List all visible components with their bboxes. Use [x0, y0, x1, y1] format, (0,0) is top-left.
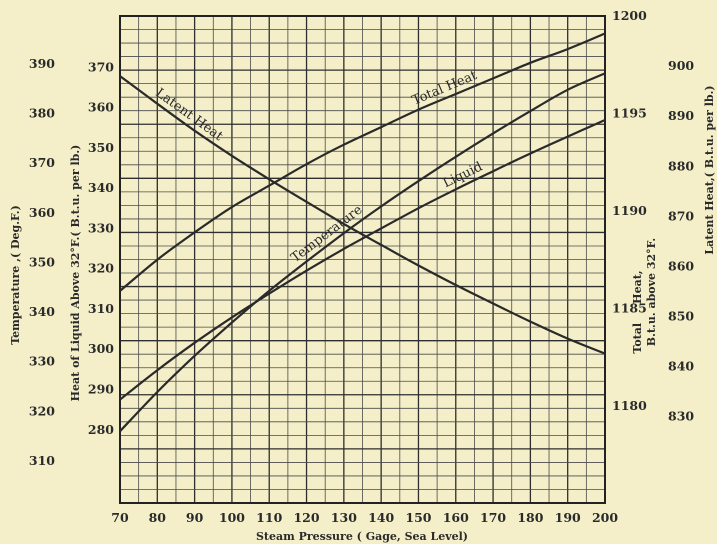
latent-heat-tick-label: 870	[668, 208, 694, 223]
x-tick-labels: 70 80 90 100 110 120 130 140 150 160 170 180 190 200	[111, 510, 618, 525]
temperature-curve	[119, 72, 606, 432]
latent-heat-tick-label: 860	[668, 258, 694, 273]
x-tick-label: 170	[480, 510, 506, 525]
heat-of-liquid-tick-label: 360	[88, 100, 114, 115]
x-tick-label: 90	[186, 510, 204, 525]
total-heat-tick-label: 1190	[612, 203, 647, 218]
latent-heat-tick-label: 900	[668, 58, 694, 73]
heat-of-liquid-tick-label: 370	[88, 59, 114, 74]
curves	[119, 32, 606, 432]
x-tick-label: 160	[443, 510, 469, 525]
plot-frame	[119, 15, 606, 504]
latent-heat-tick-label: 840	[668, 359, 694, 374]
heat-of-liquid-axis-label: Heat of Liquid Above 32°F.( B.t.u. per l…	[69, 145, 82, 402]
temperature-axis-label: Temperature ,( Deg.F.)	[9, 205, 22, 345]
heat-of-liquid-tick-label: 330	[88, 220, 114, 235]
heat-of-liquid-tick-label: 280	[88, 422, 114, 437]
heat-of-liquid-tick-label: 340	[88, 180, 114, 195]
temperature-tick-label: 380	[29, 106, 55, 121]
x-tick-label: 150	[405, 510, 431, 525]
total-heat-tick-label: 1180	[612, 398, 647, 413]
x-tick-label: 200	[592, 510, 618, 525]
total-heat-tick-label: 1200	[612, 8, 647, 23]
temperature-tick-label: 360	[29, 205, 55, 220]
latent-heat-tick-labels: 900 890 880 870 860 850 840 830	[668, 58, 694, 424]
temperature-tick-label: 310	[29, 453, 55, 468]
latent-heat-tick-label: 830	[668, 409, 694, 424]
total-heat-axis-label-line1: Total Heat,	[631, 270, 644, 353]
temperature-tick-labels: 390 380 370 360 350 340 330 320 310	[29, 56, 55, 468]
x-tick-label: 140	[368, 510, 394, 525]
x-tick-label: 110	[256, 510, 282, 525]
temperature-tick-label: 330	[29, 354, 55, 369]
temperature-tick-label: 350	[29, 254, 55, 269]
total-heat-tick-label: 1185	[612, 300, 647, 315]
temperature-tick-label: 370	[29, 155, 55, 170]
temperature-tick-label: 320	[29, 403, 55, 418]
temperature-label: Temperature	[289, 202, 366, 266]
latent-heat-axis-label: Latent Heat,( B.t.u. per lb.)	[703, 85, 716, 254]
total-heat-tick-label: 1195	[612, 105, 647, 120]
latent-heat-tick-label: 890	[668, 108, 694, 123]
x-tick-label: 190	[555, 510, 581, 525]
liquid-curve	[119, 118, 606, 401]
x-tick-label: 180	[517, 510, 543, 525]
x-tick-label: 130	[331, 510, 357, 525]
heat-of-liquid-tick-label: 350	[88, 140, 114, 155]
temperature-tick-label: 390	[29, 56, 55, 71]
x-tick-label: 80	[149, 510, 167, 525]
x-tick-label: 70	[111, 510, 129, 525]
latent-heat-tick-label: 880	[668, 158, 694, 173]
x-axis-label: Steam Pressure ( Gage, Sea Level)	[256, 530, 468, 543]
x-tick-label: 120	[293, 510, 319, 525]
heat-of-liquid-tick-label: 320	[88, 261, 114, 276]
latent-heat-tick-label: 850	[668, 309, 694, 324]
total-heat-tick-labels: 1200 1195 1190 1185 1180	[612, 8, 647, 413]
latent-heat-curve	[119, 75, 606, 355]
heat-of-liquid-tick-label: 290	[88, 381, 114, 396]
heat-of-liquid-tick-labels: 370 360 350 340 330 320 310 300 290 280	[88, 59, 114, 437]
latent-heat-label: Latent Heat	[153, 86, 226, 145]
heat-of-liquid-tick-label: 310	[88, 301, 114, 316]
temperature-tick-label: 340	[29, 304, 55, 319]
x-tick-label: 100	[219, 510, 245, 525]
heat-of-liquid-tick-label: 300	[88, 341, 114, 356]
grid	[119, 15, 606, 504]
total-heat-axis-label-line2: B.t.u. above 32°F.	[645, 238, 658, 346]
total-heat-curve	[119, 32, 606, 292]
